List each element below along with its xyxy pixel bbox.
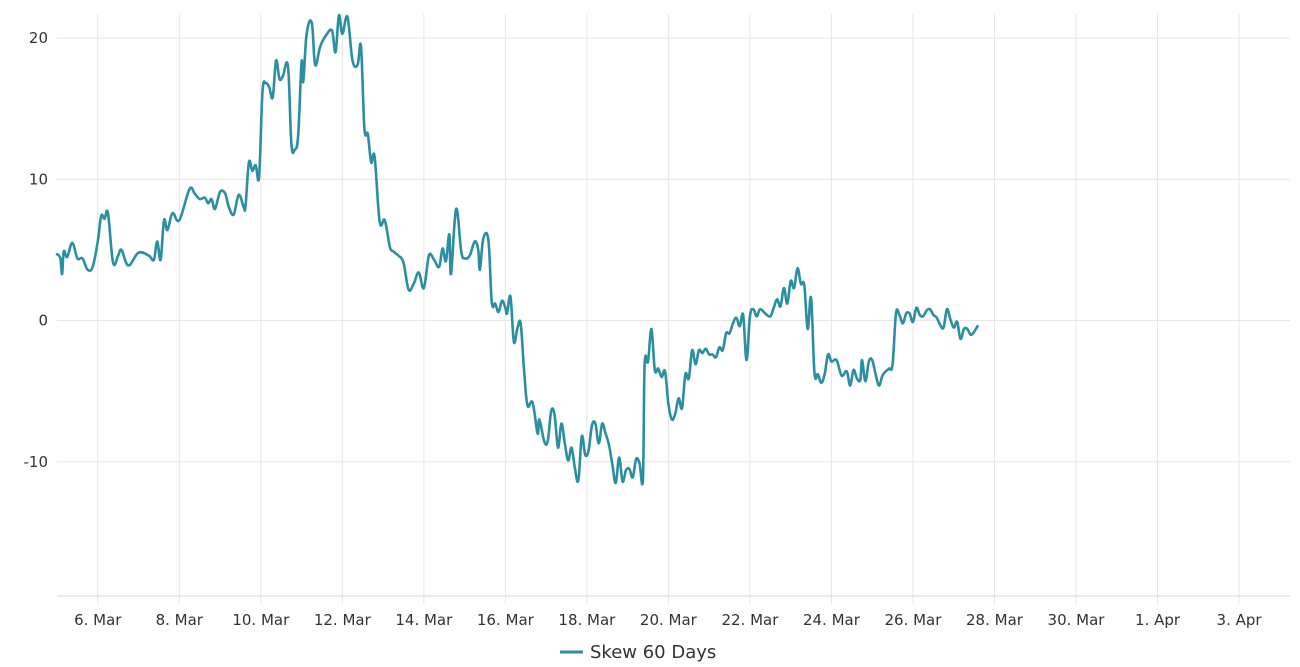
horizontal-gridlines: [57, 37, 1290, 463]
y-tick-label: 20: [29, 29, 48, 47]
x-tick-label: 12. Mar: [314, 611, 372, 629]
y-tick-label: -10: [24, 453, 49, 471]
legend-label-skew-60-days[interactable]: Skew 60 Days: [590, 642, 716, 663]
x-tick-label: 14. Mar: [395, 611, 453, 629]
x-tick-label: 26. Mar: [884, 611, 942, 629]
x-tick-label: 10. Mar: [232, 611, 290, 629]
x-tick-label: 28. Mar: [966, 611, 1024, 629]
x-tick-label: 22. Mar: [721, 611, 779, 629]
x-tick-label: 6. Mar: [74, 611, 122, 629]
x-tick-label: 1. Apr: [1135, 611, 1181, 629]
x-tick-label: 8. Mar: [156, 611, 204, 629]
y-tick-label: 10: [29, 170, 48, 188]
x-tick-label: 3. Apr: [1217, 611, 1263, 629]
x-tick-label: 24. Mar: [803, 611, 861, 629]
legend[interactable]: Skew 60 Days: [560, 642, 716, 663]
x-axis-tick-labels: 6. Mar 8. Mar 10. Mar 12. Mar 14. Mar 16. Mar…: [74, 611, 1262, 629]
y-axis-tick-labels: -10 0 10 20: [24, 29, 49, 471]
x-tick-label: 16. Mar: [477, 611, 535, 629]
series-layer: [55, 13, 979, 486]
y-tick-label: 0: [38, 312, 48, 330]
vertical-gridlines: [97, 14, 1240, 604]
series-line-skew-60-days[interactable]: [55, 13, 979, 486]
x-tick-label: 20. Mar: [640, 611, 698, 629]
x-tick-label: 18. Mar: [558, 611, 616, 629]
x-tick-label: 30. Mar: [1048, 611, 1106, 629]
